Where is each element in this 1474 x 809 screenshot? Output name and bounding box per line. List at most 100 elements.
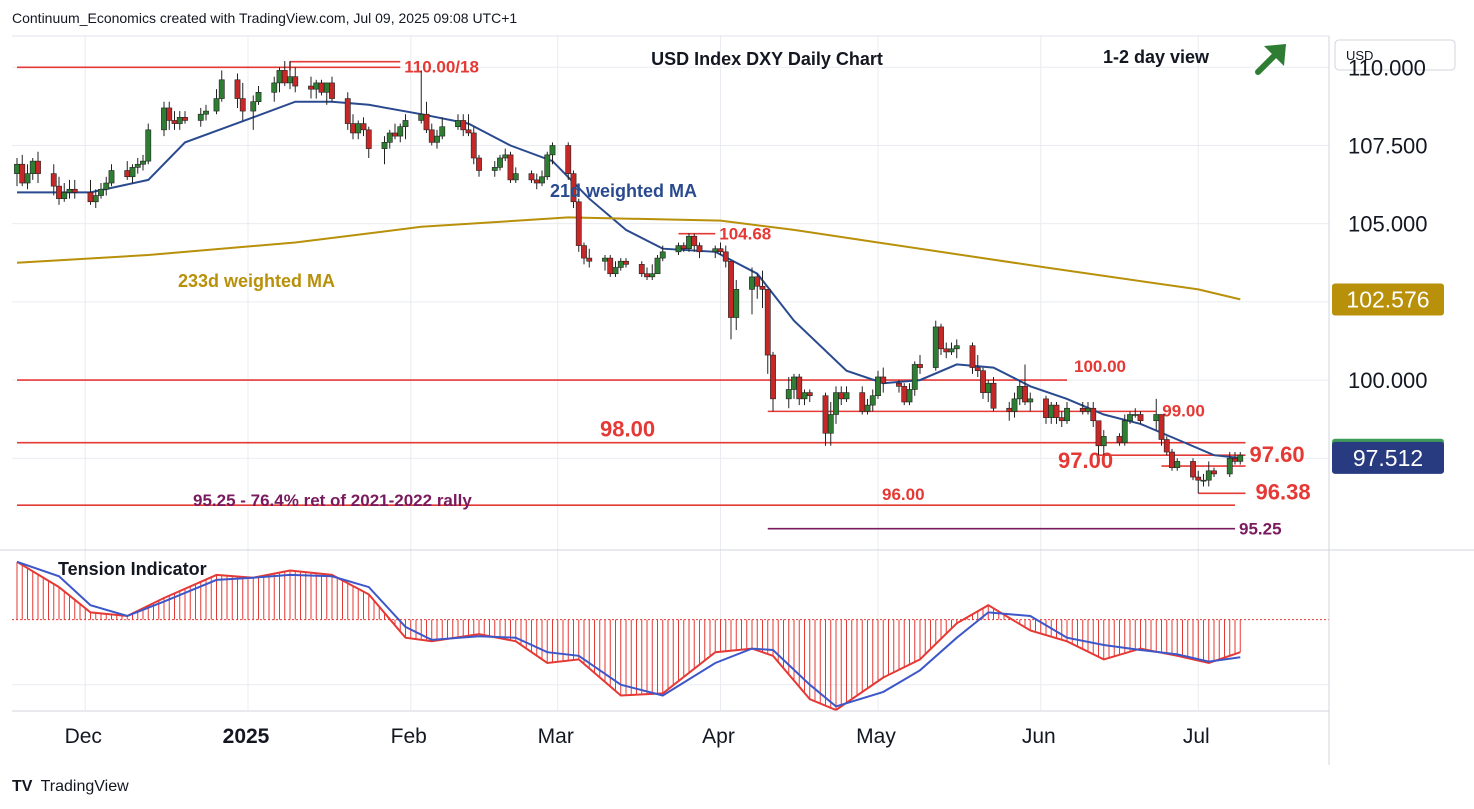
candle[interactable] bbox=[796, 373, 803, 406]
candle[interactable] bbox=[754, 273, 761, 299]
candle[interactable] bbox=[365, 126, 372, 158]
candle[interactable] bbox=[418, 70, 425, 124]
candle[interactable] bbox=[19, 154, 26, 187]
candle[interactable] bbox=[801, 389, 808, 406]
candle[interactable] bbox=[1090, 401, 1097, 428]
candle[interactable] bbox=[92, 189, 99, 209]
candle[interactable] bbox=[759, 270, 766, 309]
candle[interactable] bbox=[806, 389, 813, 402]
candle[interactable] bbox=[439, 117, 446, 140]
candle[interactable] bbox=[602, 254, 608, 271]
candle[interactable] bbox=[1195, 470, 1202, 494]
candle[interactable] bbox=[733, 279, 740, 331]
candle[interactable] bbox=[98, 183, 104, 199]
candle[interactable] bbox=[360, 117, 367, 137]
candle[interactable] bbox=[491, 161, 498, 177]
candle[interactable] bbox=[843, 386, 850, 402]
candle[interactable] bbox=[974, 355, 981, 377]
candle[interactable] bbox=[617, 258, 624, 271]
candle[interactable] bbox=[575, 198, 582, 252]
candle[interactable] bbox=[712, 245, 719, 259]
candle[interactable] bbox=[785, 376, 792, 409]
candle[interactable] bbox=[911, 361, 918, 396]
candle[interactable] bbox=[24, 164, 31, 190]
candle[interactable] bbox=[686, 233, 692, 252]
candle[interactable] bbox=[1174, 458, 1181, 471]
candle[interactable] bbox=[465, 114, 472, 137]
candle[interactable] bbox=[1085, 401, 1091, 415]
candle[interactable] bbox=[271, 76, 278, 102]
candle[interactable] bbox=[56, 176, 62, 205]
candle[interactable] bbox=[1163, 436, 1170, 456]
candle[interactable] bbox=[350, 114, 356, 140]
candle[interactable] bbox=[880, 367, 887, 393]
candle[interactable] bbox=[66, 179, 73, 199]
candle[interactable] bbox=[108, 164, 115, 187]
candle[interactable] bbox=[182, 111, 188, 124]
candle[interactable] bbox=[623, 258, 629, 268]
candle[interactable] bbox=[87, 179, 94, 205]
candle[interactable] bbox=[581, 242, 587, 265]
candle[interactable] bbox=[197, 107, 204, 127]
candle[interactable] bbox=[1095, 420, 1102, 456]
candle[interactable] bbox=[460, 114, 467, 137]
candle[interactable] bbox=[397, 123, 404, 143]
candle[interactable] bbox=[1226, 452, 1233, 478]
candle[interactable] bbox=[502, 148, 509, 162]
candle[interactable] bbox=[948, 342, 955, 356]
candle[interactable] bbox=[213, 89, 220, 115]
candle[interactable] bbox=[129, 164, 136, 184]
candle[interactable] bbox=[896, 380, 902, 393]
candle[interactable] bbox=[402, 114, 409, 140]
candle[interactable] bbox=[869, 389, 876, 412]
candle[interactable] bbox=[281, 61, 288, 87]
candle[interactable] bbox=[1016, 380, 1023, 406]
candle[interactable] bbox=[1027, 392, 1034, 412]
candle[interactable] bbox=[203, 104, 209, 121]
candle[interactable] bbox=[838, 386, 845, 406]
candle[interactable] bbox=[470, 126, 477, 165]
candle[interactable] bbox=[497, 154, 503, 171]
candle[interactable] bbox=[1200, 473, 1207, 487]
candle[interactable] bbox=[901, 383, 908, 406]
candle[interactable] bbox=[512, 167, 519, 184]
candle[interactable] bbox=[1058, 411, 1065, 428]
candle[interactable] bbox=[276, 67, 283, 93]
candle[interactable] bbox=[953, 339, 960, 359]
candle[interactable] bbox=[1116, 433, 1123, 446]
candle[interactable] bbox=[355, 120, 362, 140]
candle[interactable] bbox=[638, 261, 645, 277]
candle[interactable] bbox=[124, 161, 131, 180]
candle[interactable] bbox=[1169, 448, 1175, 471]
candle[interactable] bbox=[539, 170, 545, 187]
candle[interactable] bbox=[455, 114, 461, 130]
candle[interactable] bbox=[1048, 401, 1055, 424]
candle[interactable] bbox=[1205, 461, 1212, 487]
candle[interactable] bbox=[1022, 364, 1028, 406]
candle[interactable] bbox=[875, 370, 881, 399]
candle[interactable] bbox=[287, 61, 293, 90]
candle[interactable] bbox=[507, 151, 514, 184]
candle[interactable] bbox=[171, 111, 178, 130]
candle[interactable] bbox=[1127, 411, 1133, 424]
candle[interactable] bbox=[1064, 401, 1070, 424]
candle[interactable] bbox=[103, 176, 110, 196]
candle[interactable] bbox=[586, 248, 593, 268]
candle[interactable] bbox=[423, 101, 430, 133]
candle[interactable] bbox=[1190, 458, 1196, 481]
candle[interactable] bbox=[1137, 411, 1144, 424]
candle[interactable] bbox=[985, 380, 992, 402]
candle[interactable] bbox=[649, 264, 656, 280]
candle[interactable] bbox=[565, 142, 572, 180]
candlesticks[interactable] bbox=[14, 61, 1244, 494]
candle[interactable] bbox=[476, 154, 482, 177]
candle[interactable] bbox=[35, 151, 41, 184]
candle[interactable] bbox=[549, 142, 556, 165]
candle[interactable] bbox=[980, 367, 986, 399]
candle[interactable] bbox=[544, 151, 551, 180]
candle[interactable] bbox=[386, 129, 393, 149]
candle[interactable] bbox=[308, 76, 314, 99]
candle[interactable] bbox=[1053, 401, 1060, 424]
candle[interactable] bbox=[1132, 408, 1139, 418]
candle[interactable] bbox=[533, 173, 540, 190]
